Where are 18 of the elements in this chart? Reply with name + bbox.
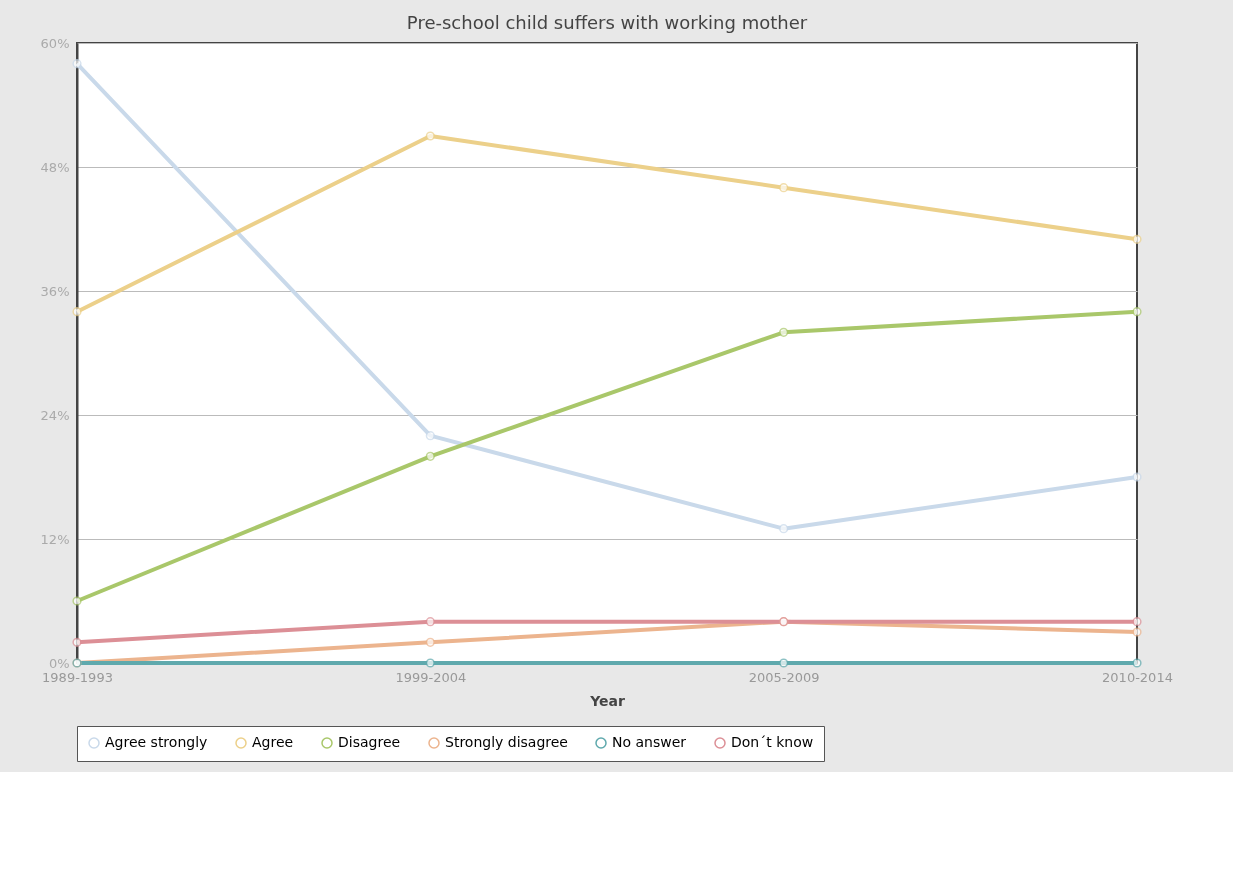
x-tick-label: 2010-2014 — [1102, 669, 1173, 685]
y-tick-label: 24% — [40, 407, 70, 423]
chart-title: Pre-school child suffers with working mother — [406, 12, 808, 33]
x-tick-label: 1989-1993 — [42, 669, 113, 685]
y-tick-label: 48% — [40, 159, 70, 175]
legend-label: Disagree — [338, 734, 401, 750]
legend-label: No answer — [612, 734, 687, 750]
legend-label: Strongly disagree — [445, 734, 568, 750]
y-tick-label: 60% — [40, 35, 70, 51]
y-tick-label: 0% — [48, 655, 70, 671]
legend-label: Agree — [252, 734, 294, 750]
y-tick-label: 36% — [40, 283, 70, 299]
y-tick-label: 12% — [40, 531, 70, 547]
x-axis-title: Year — [589, 692, 625, 709]
x-tick-label: 2005-2009 — [748, 669, 820, 685]
x-tick-label: 1999-2004 — [395, 669, 467, 685]
legend-label: Agree strongly — [105, 734, 208, 750]
legend-label: Don´t know — [731, 734, 814, 750]
